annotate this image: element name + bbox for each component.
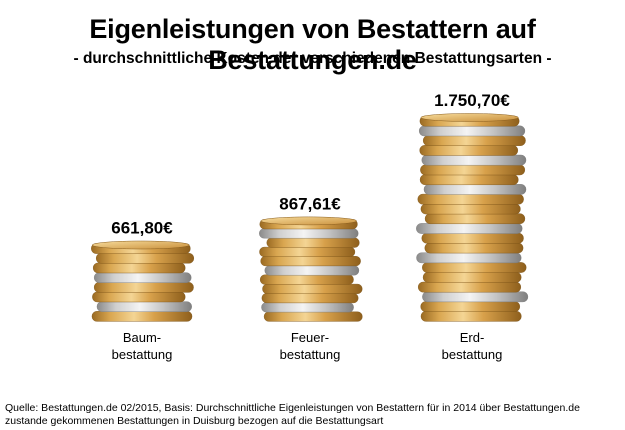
coin [417, 193, 524, 205]
coin [92, 291, 186, 303]
coin [422, 291, 529, 303]
coin [259, 228, 359, 239]
coin-top [260, 216, 357, 226]
category-label-1-1: bestattung [280, 347, 341, 362]
coin [422, 272, 522, 283]
coin-top [92, 240, 190, 250]
coin [260, 256, 361, 267]
coin [419, 174, 519, 186]
bar-0 [91, 240, 194, 322]
coin [419, 145, 519, 156]
coin [92, 262, 186, 274]
coin [91, 311, 193, 322]
coin [421, 232, 524, 244]
category-label-0-1: bestattung [112, 347, 173, 362]
coin [93, 272, 192, 283]
category-label-0-0: Baum- [123, 330, 161, 345]
coin [95, 252, 194, 264]
coin [264, 265, 360, 276]
category-label-2-1: bestattung [442, 347, 503, 362]
coin [422, 262, 527, 273]
coin [262, 283, 363, 294]
coin [421, 154, 527, 166]
coin [261, 293, 359, 304]
coin [420, 164, 525, 176]
coin [419, 125, 526, 137]
coin [263, 311, 363, 322]
coin [418, 281, 522, 293]
source-note: Quelle: Bestattungen.de 02/2015, Basis: … [5, 402, 580, 427]
coin [96, 301, 192, 312]
coin [261, 302, 354, 313]
coin [416, 252, 522, 264]
coin [420, 203, 521, 215]
coin [259, 246, 356, 257]
coin [416, 223, 523, 234]
coin [260, 274, 354, 285]
coin [93, 282, 194, 293]
category-label-2-0: Erd- [460, 330, 485, 345]
coin [423, 184, 527, 195]
coin-top [420, 113, 519, 122]
bar-2 [416, 113, 529, 322]
coin [420, 311, 522, 322]
coin [420, 301, 521, 312]
value-label-0: 661,80€ [111, 219, 173, 238]
coin-stack-chart: 661,80€ 867,61€ 1.750,70€ Baum-bestattung F… [91, 91, 529, 362]
chart-subtitle: - durchschnittliche Kosten der verschied… [73, 50, 552, 67]
coin [424, 213, 526, 225]
coin [423, 135, 526, 146]
value-label-1: 867,61€ [279, 194, 341, 213]
bar-1 [259, 216, 363, 322]
coin [424, 242, 524, 254]
chart-title: Eigenleistungen von Bestattern auf Besta… [89, 14, 536, 75]
value-label-2: 1.750,70€ [434, 91, 510, 110]
category-label-1-0: Feuer- [291, 330, 329, 345]
coin [266, 237, 360, 248]
